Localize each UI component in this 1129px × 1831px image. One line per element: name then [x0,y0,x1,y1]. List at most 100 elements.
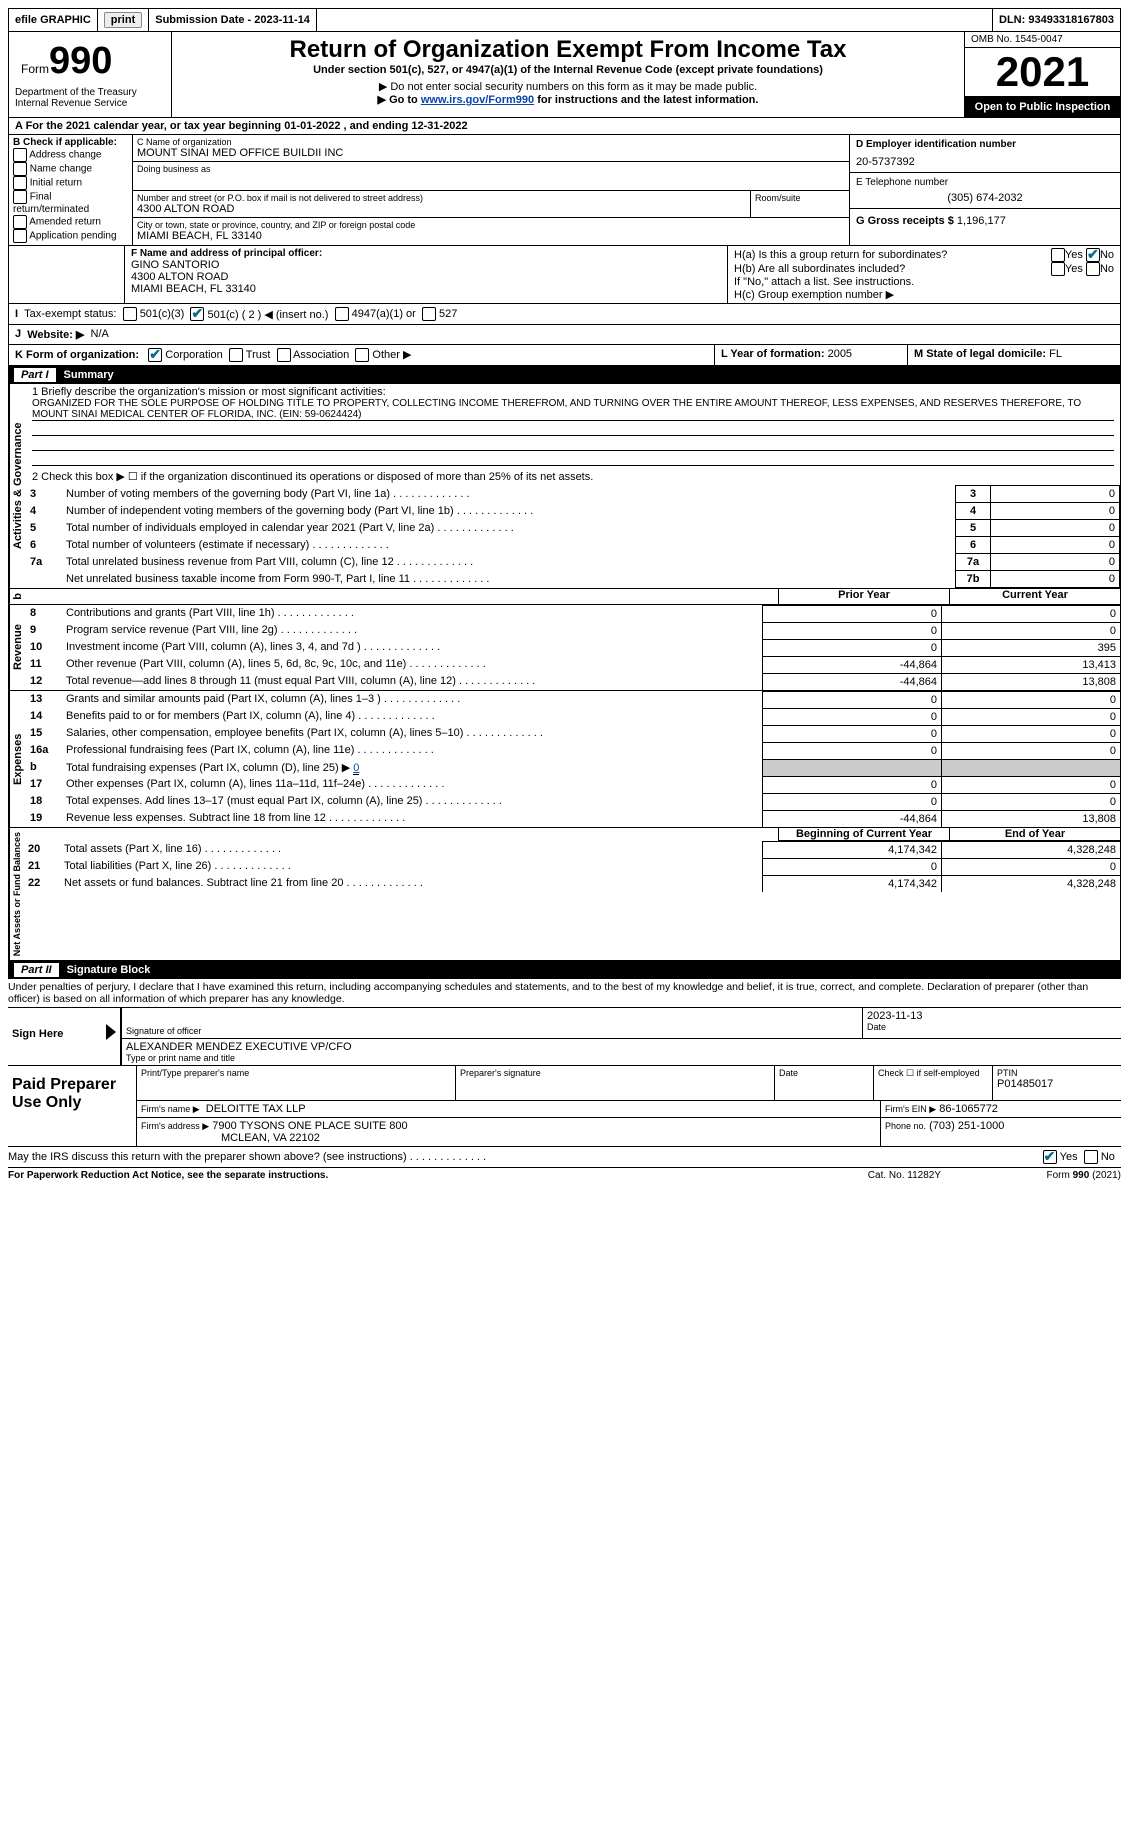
note-ssn: ▶ Do not enter social security numbers o… [176,80,960,93]
tax-status-label: Tax-exempt status: [24,308,116,320]
top-bar: efile GRAPHIC print Submission Date - 20… [8,8,1121,32]
dba-label: Doing business as [137,164,845,174]
501c-checkbox[interactable] [190,307,204,321]
f-label: F Name and address of principal officer: [131,248,721,259]
sig-officer-label: Signature of officer [126,1026,858,1036]
firm-name-label: Firm's name ▶ [141,1104,200,1114]
money-line: bTotal fundraising expenses (Part IX, co… [26,759,1120,776]
summary-line: Net unrelated business taxable income fr… [26,571,1120,588]
k-checkbox[interactable] [148,348,162,362]
irs-yes-checkbox[interactable] [1043,1150,1057,1164]
firm-ein: 86-1065772 [939,1103,998,1115]
gross-label: G Gross receipts $ [856,215,954,227]
open-to-public: Open to Public Inspection [965,97,1120,117]
firm-phone-label: Phone no. [885,1121,926,1131]
blank-line [32,451,1114,466]
ha-no-checkbox[interactable] [1086,248,1100,262]
may-irs-label: May the IRS discuss this return with the… [8,1151,1043,1163]
row-m: M State of legal domicile: FL [908,345,1120,365]
vlabel-na: Net Assets or Fund Balances [9,828,24,960]
website-value: N/A [91,328,109,341]
501c3-checkbox[interactable] [123,307,137,321]
b-checkbox[interactable] [13,176,27,190]
irs-no-checkbox[interactable] [1084,1150,1098,1164]
print-button[interactable]: print [104,12,142,28]
sig-date-label: Date [867,1022,1117,1032]
no-label2: No [1100,263,1114,275]
l-label: L Year of formation: [721,348,825,360]
part1-header: Part I Summary [8,366,1121,384]
row-k: K Form of organization: Corporation Trus… [9,345,715,365]
spacer [317,9,993,31]
k-checkbox[interactable] [277,348,291,362]
vlabel-exp: Expenses [9,691,26,827]
yes-label2: Yes [1065,263,1083,275]
col-c: C Name of organization MOUNT SINAI MED O… [133,135,849,245]
b-option: Address change [13,148,128,162]
firm-ein-label: Firm's EIN ▶ [885,1104,936,1114]
mission-text: ORGANIZED FOR THE SOLE PURPOSE OF HOLDIN… [32,398,1114,421]
col-h: H(a) Is this a group return for subordin… [727,246,1120,303]
org-name: MOUNT SINAI MED OFFICE BUILDII INC [137,147,845,159]
no-label3: No [1101,1151,1115,1163]
vlabel-b: b [9,589,31,604]
form-label: Form [21,62,49,76]
k-checkbox[interactable] [229,348,243,362]
col-end: End of Year [949,828,1120,841]
col-b2 [9,246,125,303]
summary-line: 7aTotal unrelated business revenue from … [26,554,1120,571]
b-checkbox[interactable] [13,229,27,243]
k-label: K Form of organization: [15,349,139,361]
c-label: C Name of organization [137,137,845,147]
phone-label: E Telephone number [856,177,1114,188]
addr-label: Number and street (or P.O. box if mail i… [137,193,746,203]
tax-year: 2021 [965,48,1120,97]
summary-line: 3Number of voting members of the governi… [26,486,1120,503]
penalty-text: Under penalties of perjury, I declare th… [8,979,1121,1007]
firm-addr1: 7900 TYSONS ONE PLACE SUITE 800 [212,1120,407,1132]
money-line: 13Grants and similar amounts paid (Part … [26,691,1120,708]
money-line: 18Total expenses. Add lines 13–17 (must … [26,793,1120,810]
b-checkbox[interactable] [13,215,27,229]
ha-yes-checkbox[interactable] [1051,248,1065,262]
ptin-value: P01485017 [997,1078,1117,1090]
line-a: A For the 2021 calendar year, or tax yea… [9,118,1120,135]
summary-line: 5Total number of individuals employed in… [26,520,1120,537]
money-line: 21Total liabilities (Part X, line 26) 00 [24,858,1120,875]
b-checkbox[interactable] [13,190,27,204]
firm-phone: (703) 251-1000 [929,1120,1004,1132]
4947-checkbox[interactable] [335,307,349,321]
form-990: 990 [49,40,112,83]
irs-link[interactable]: www.irs.gov/Form990 [421,94,534,106]
part2-label: Part II [14,963,59,977]
b-checkbox[interactable] [13,148,27,162]
yes-label3: Yes [1060,1151,1078,1163]
line1-label: 1 Briefly describe the organization's mi… [32,386,1114,398]
hb-no-checkbox[interactable] [1086,262,1100,276]
527-checkbox[interactable] [422,307,436,321]
money-line: 11Other revenue (Part VIII, column (A), … [26,656,1120,673]
omb-number: OMB No. 1545-0047 [965,32,1120,48]
money-line: 15Salaries, other compensation, employee… [26,725,1120,742]
hb-yes-checkbox[interactable] [1051,262,1065,276]
form-designation: Form 990 Department of the Treasury Inte… [9,32,172,117]
footer-mid: Cat. No. 11282Y [868,1170,941,1181]
b-checkbox[interactable] [13,162,27,176]
firm-addr-label: Firm's address ▶ [141,1121,209,1131]
officer-addr: 4300 ALTON ROAD [131,271,721,283]
city-label: City or town, state or province, country… [137,220,845,230]
money-line: 20Total assets (Part X, line 16) 4,174,3… [24,841,1120,858]
gross-value: 1,196,177 [957,215,1006,227]
m-label: M State of legal domicile: [914,348,1046,360]
blank-line [32,421,1114,436]
part2-title: Signature Block [67,964,151,976]
paid-prep-label: Paid Preparer Use Only [8,1066,136,1146]
k-checkbox[interactable] [355,348,369,362]
money-line: 8Contributions and grants (Part VIII, li… [26,605,1120,622]
part2-header: Part II Signature Block [8,961,1121,979]
note-link: ▶ Go to www.irs.gov/Form990 for instruct… [176,93,960,106]
col-begin: Beginning of Current Year [778,828,949,841]
sig-date-value: 2023-11-13 [867,1010,1117,1022]
sign-here-label: Sign Here [8,1008,106,1065]
yes-label: Yes [1065,249,1083,261]
